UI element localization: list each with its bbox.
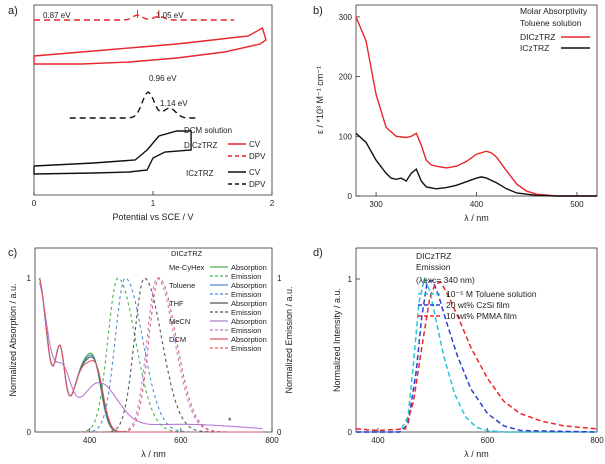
y-tick-label: 1	[348, 275, 353, 284]
legend-solvent: MeCN	[169, 317, 190, 326]
y-tick-label: 0	[348, 428, 353, 437]
legend-label: 20 wt% CzSi film	[446, 300, 510, 310]
chart-title-line1: Molar Absorptivity	[520, 6, 588, 16]
annotation-096: 0.96 eV	[149, 74, 177, 83]
y-tick-left: 1	[27, 274, 32, 283]
annotation-114: 1.14 eV	[160, 99, 188, 108]
x-tick-label: 0	[32, 199, 37, 208]
absorption-toluene	[39, 277, 263, 433]
y-tick-label: 300	[339, 13, 353, 22]
x-tick-label: 500	[570, 200, 584, 209]
legend-entry-abs: Absorption	[231, 335, 267, 344]
series-icztrz	[355, 132, 597, 197]
icztrz-dpv-line	[69, 91, 199, 119]
panel-d: d) 400 600 800 0 1 λ / nm Normalized Intensity …	[313, 247, 604, 459]
y-axis-label-right: Normalized Emission / a.u.	[284, 286, 294, 393]
panel-b-frame	[355, 4, 598, 197]
x-axis-label: Potential vs SCE / V	[112, 212, 193, 222]
x-tick-label: 1	[151, 199, 156, 208]
absorption-me-cyhex	[39, 277, 263, 433]
legend-title: DCM solution	[184, 126, 232, 135]
x-axis-label: λ / nm	[464, 213, 489, 223]
panel-d-label: d)	[313, 247, 323, 259]
legend-label: 10⁻⁵ M Toluene solution	[446, 289, 537, 299]
chart-title-line2: Toluene solution	[520, 18, 582, 28]
panel-a-label: a)	[8, 5, 18, 17]
dicztrz-cv-line	[33, 26, 267, 65]
x-tick-label: 400	[470, 200, 484, 209]
legend-entry-em: Emission	[231, 344, 261, 353]
icztrz-cv-line	[33, 130, 192, 175]
legend-solvent: DCM	[169, 335, 186, 344]
excitation-label: (λexc= 340 nm)	[416, 275, 475, 285]
panel-a: a) 0 1 2 Potential vs SCE / V 0.87 eV 1.05 eV 0…	[8, 4, 275, 222]
legend-entry-abs: Absorption	[231, 263, 267, 272]
legend-compound: DICzTRZ	[184, 141, 217, 150]
legend-entry-dpv: DPV	[249, 152, 266, 161]
legend-label: DICzTRZ	[520, 32, 555, 42]
y-tick-label: 0	[348, 192, 353, 201]
dicztrz-dpv-line	[34, 14, 234, 21]
y-tick-right: 0	[277, 428, 282, 437]
panel-b-label: b)	[313, 5, 323, 17]
legend-solvent: Toluene	[169, 281, 195, 290]
y-tick-label: 200	[339, 73, 353, 82]
y-axis-label: Normalized Intensity / a.u.	[332, 288, 342, 392]
legend-entry-abs: Absorption	[231, 317, 267, 326]
chart-title-line2: Emission	[416, 262, 451, 272]
y-axis-label-left: Normalized Absorption / a.u.	[8, 283, 18, 396]
panel-d-frame	[355, 247, 598, 433]
emission-dcm	[80, 277, 263, 433]
x-axis-label: λ / nm	[141, 449, 166, 459]
legend-title: DICzTRZ	[171, 249, 203, 258]
x-axis-label: λ / nm	[464, 449, 489, 459]
x-tick-label: 600	[174, 436, 188, 445]
absorption-thf	[39, 277, 263, 433]
x-tick-label: 300	[369, 200, 383, 209]
x-tick-label: 800	[590, 436, 604, 445]
legend-entry-abs: Absorption	[231, 299, 267, 308]
legend-solvent: Me-CyHex	[169, 263, 205, 272]
legend-entry-cv: CV	[249, 140, 261, 149]
legend-label: 10 wt% PMMA film	[446, 311, 517, 321]
series-0	[356, 276, 597, 433]
x-tick-label: 2	[270, 199, 275, 208]
series-2	[355, 281, 598, 432]
legend-entry-dpv: DPV	[249, 180, 266, 189]
legend-compound: ICzTRZ	[186, 169, 214, 178]
legend-entry-em: Emission	[231, 290, 261, 299]
panel-c-label: c)	[8, 247, 17, 259]
chart-title-line1: DICzTRZ	[416, 251, 451, 261]
series-dicztrz	[355, 16, 597, 197]
panel-b: b) 300 400 500 0 100 200 300 λ / nm ε / *10³ M⁻¹ …	[313, 4, 598, 223]
legend-solvent: THF	[169, 299, 184, 308]
x-tick-label: 800	[265, 436, 279, 445]
legend-label: ICzTRZ	[520, 43, 549, 53]
legend-entry-em: Emission	[231, 272, 261, 281]
y-axis-label: ε / *10³ M⁻¹ cm⁻¹	[315, 66, 325, 134]
legend-entry-em: Emission	[231, 326, 261, 335]
legend-entry-cv: CV	[249, 168, 261, 177]
annotation-087: 0.87 eV	[43, 11, 71, 20]
legend-entry-abs: Absorption	[231, 281, 267, 290]
absorption-dcm	[39, 277, 263, 433]
legend-entry-em: Emission	[231, 308, 261, 317]
x-tick-label: 400	[371, 436, 385, 445]
x-tick-label: 400	[83, 436, 97, 445]
y-tick-label: 100	[339, 132, 353, 141]
absorption-mecn	[39, 282, 263, 430]
y-tick-right: 1	[277, 274, 282, 283]
annotation-105: 1.05 eV	[156, 11, 184, 20]
asterisk-mark: *	[228, 416, 232, 426]
x-tick-label: 600	[481, 436, 495, 445]
y-tick-left: 0	[27, 428, 32, 437]
